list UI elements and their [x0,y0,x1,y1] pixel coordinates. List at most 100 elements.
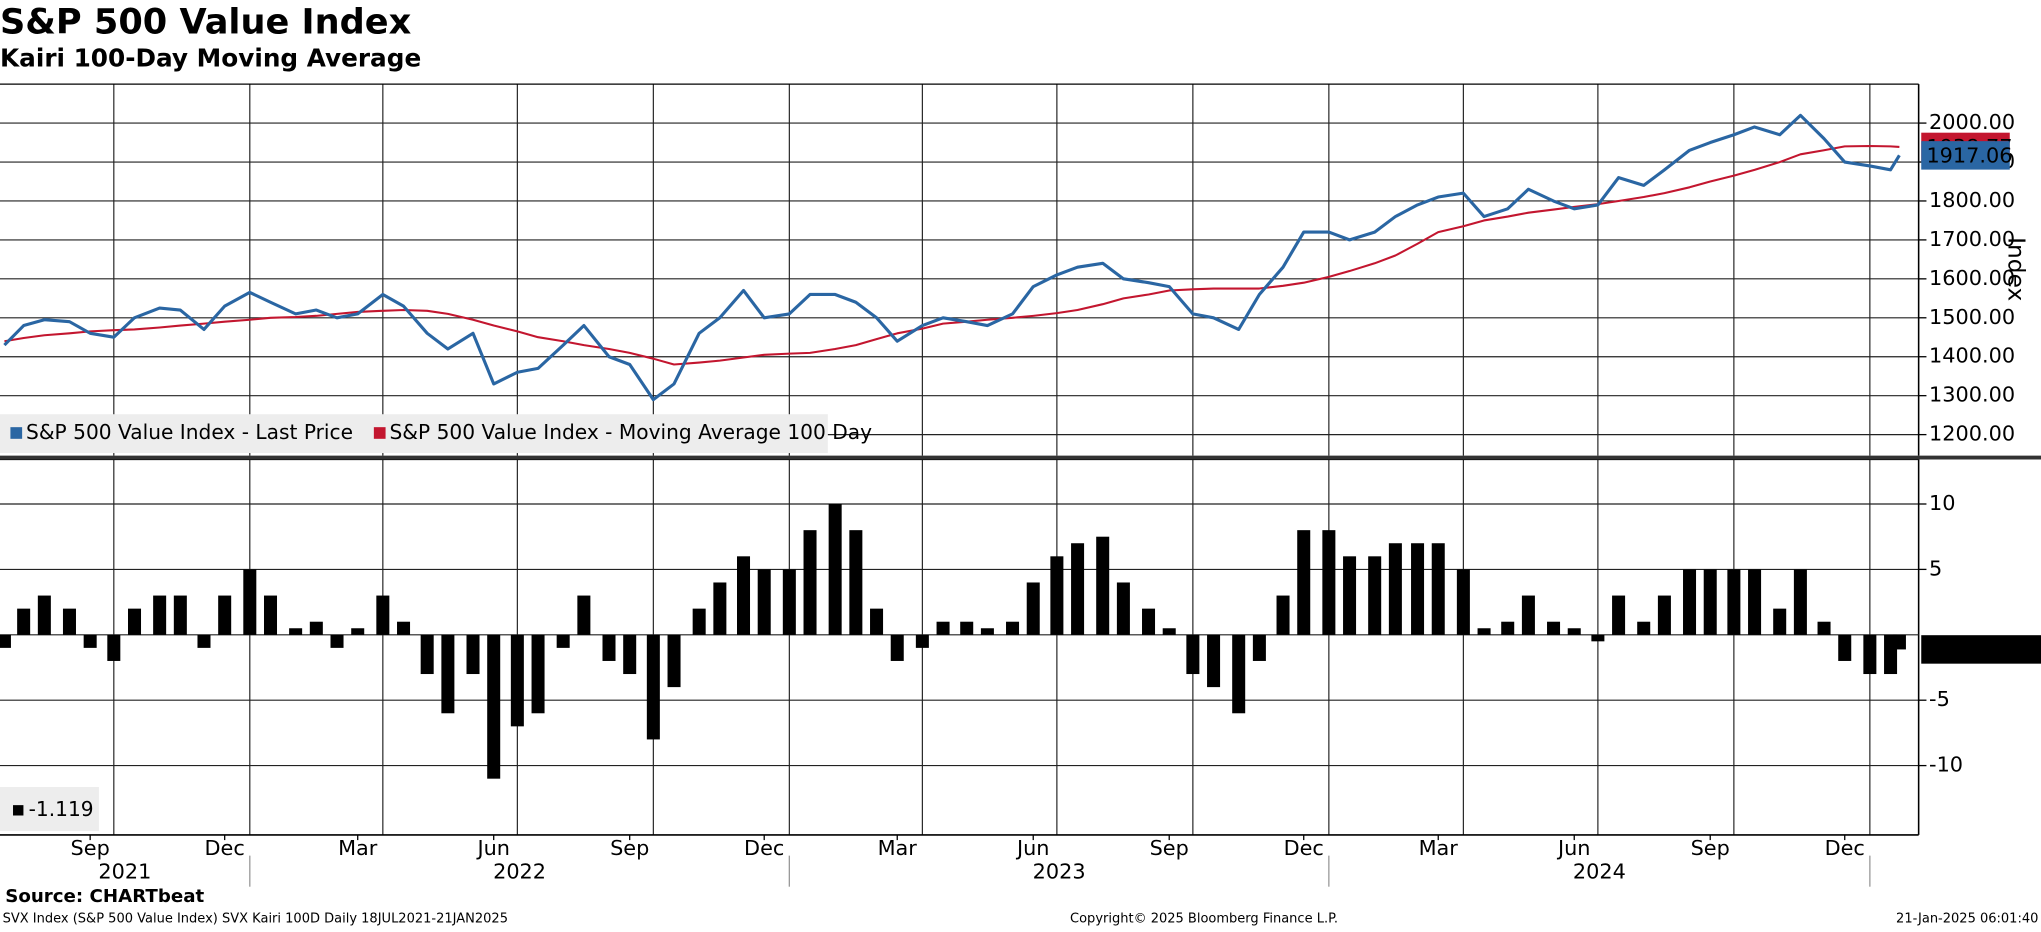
bar [980,628,994,635]
bar [107,634,121,661]
last-value-box [1921,635,2041,664]
bar [936,621,950,635]
bar [37,595,51,635]
bar [1863,634,1877,675]
bar [1006,621,1020,635]
y-tick-label: 1700.00 [1929,227,2015,251]
bar [1456,569,1470,635]
bar [1612,595,1626,635]
y-tick-label: 1400.00 [1929,344,2015,368]
bar [1637,621,1651,635]
bar [1343,556,1357,635]
bar [441,634,455,714]
bar [1477,628,1491,635]
year-label: 2023 [1033,859,1086,883]
x-tick-label: Mar [1419,836,1459,860]
legend-label: -1.119 [29,797,94,821]
x-tick-label: Sep [610,836,649,860]
bar [1817,621,1831,635]
bar [83,634,97,648]
bar [737,556,751,635]
y-tick-label: -5 [1929,687,1950,711]
bar [849,530,863,635]
bar [713,582,727,635]
chart-title: S&P 500 Value Index [0,1,412,42]
bar [1368,556,1382,635]
y-axis-label: Index [2002,237,2030,301]
bar [1838,634,1852,661]
bar [1793,569,1807,635]
bar [330,634,344,648]
bar [646,634,660,740]
bar [828,503,842,635]
x-tick-label: Dec [744,836,784,860]
bar [1773,608,1787,635]
bar [62,608,76,635]
bar [623,634,637,675]
last-value-box [1921,141,2010,170]
bar [803,530,817,635]
legend-label: S&P 500 Value Index - Moving Average 100… [389,420,872,444]
bar [1388,543,1402,635]
bar [556,634,570,648]
bar [1186,634,1200,675]
bar [1096,536,1110,635]
y-tick-label: 2000.00 [1929,110,2015,134]
y-tick-label: 1200.00 [1929,422,2015,446]
last-value-label: -1.119 [1929,638,1996,662]
bar [243,569,257,635]
bar [1297,530,1311,635]
x-tick-label: Mar [878,836,918,860]
bar [577,595,591,635]
footer-right: 21-Jan-2025 06:01:40 [1896,912,2038,927]
year-label: 2021 [98,859,151,883]
last-value-label: 1917.06 [1926,144,2012,168]
bar [1501,621,1515,635]
bar [915,634,929,648]
bar [1050,556,1064,635]
bar [531,634,545,714]
bar [1591,634,1605,642]
y-tick-label: 10 [1929,491,1955,515]
y-tick-label: 1500.00 [1929,305,2015,329]
y-tick-label: 1800.00 [1929,188,2015,212]
bar [0,634,11,648]
bar [1431,543,1445,635]
bar [1748,569,1762,635]
x-tick-label: Sep [1691,836,1730,860]
bar [602,634,616,661]
x-tick-label: Jun [475,836,510,860]
bar [1207,634,1221,688]
y-tick-label: 5 [1929,556,1942,580]
year-label: 2024 [1573,859,1626,883]
bar [667,634,681,688]
bar [263,595,278,635]
bar [1727,569,1741,635]
bar [289,628,303,635]
footer-left: SVX Index (S&P 500 Value Index) SVX Kair… [3,912,508,927]
bar [692,608,706,635]
bar [487,634,501,779]
bar [1411,543,1425,635]
legend-label: S&P 500 Value Index - Last Price [26,420,353,444]
bar [1892,634,1906,650]
bar [1142,608,1156,635]
x-tick-label: Sep [71,836,110,860]
bar [1547,621,1561,635]
bar [197,634,211,648]
bar [466,634,480,675]
bar [376,595,390,635]
bar [1026,582,1040,635]
bar [1322,530,1336,635]
bar [510,634,524,727]
bar [1657,595,1671,635]
year-label: 2022 [493,859,546,883]
bar [1276,595,1290,635]
bar [17,608,31,635]
x-tick-label: Mar [338,836,378,860]
bar [1232,634,1246,714]
bar [1252,634,1266,661]
bar [420,634,434,675]
